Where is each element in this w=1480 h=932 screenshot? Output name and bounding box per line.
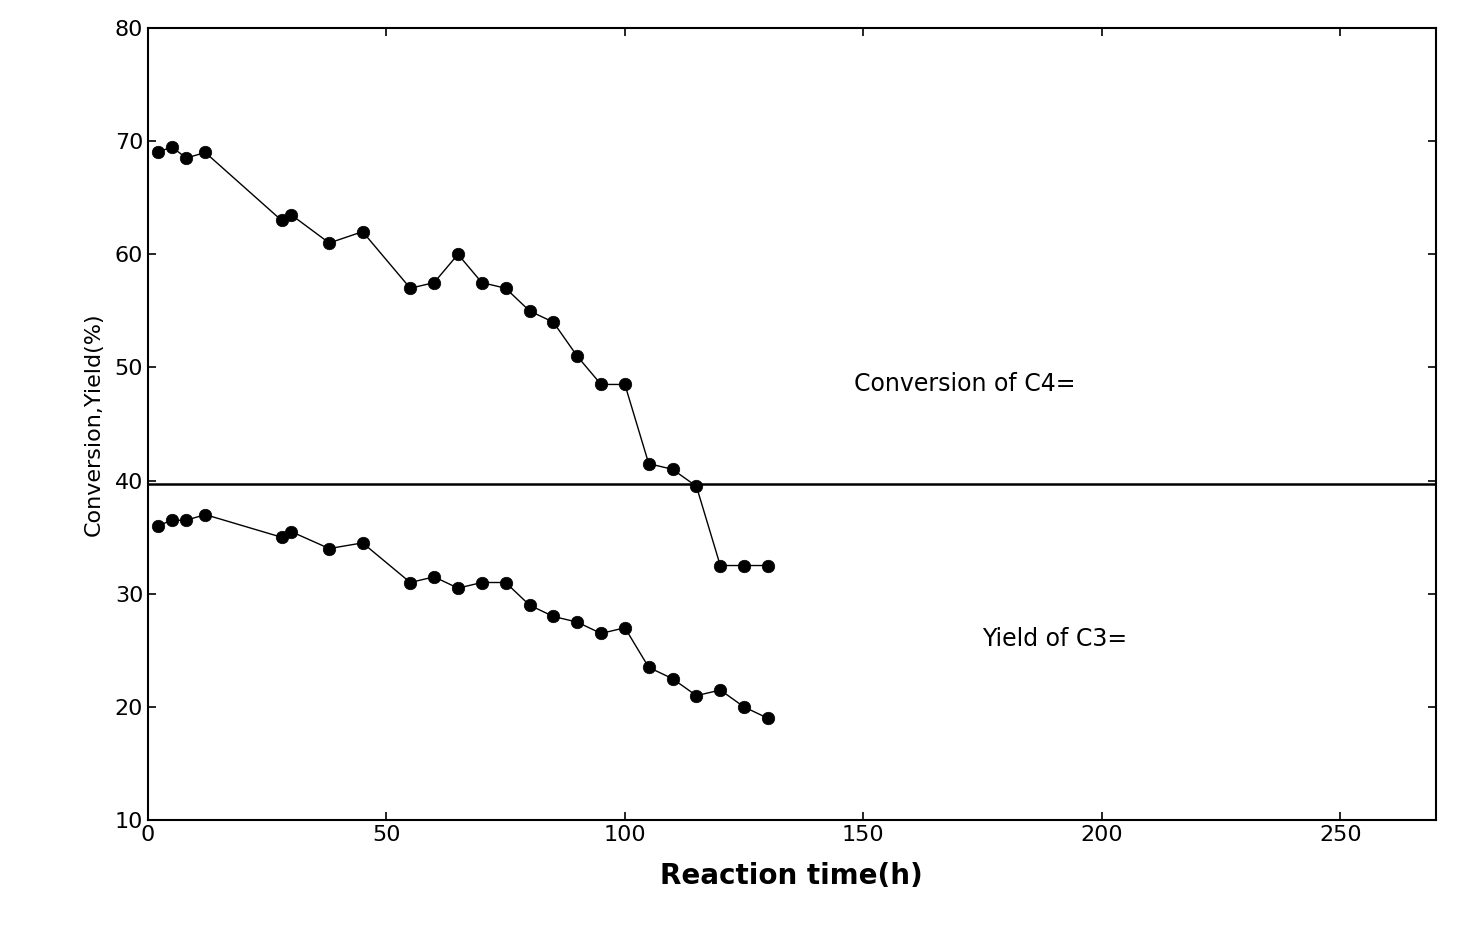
Text: Yield of C3=: Yield of C3= (983, 627, 1128, 651)
X-axis label: Reaction time(h): Reaction time(h) (660, 862, 924, 890)
Text: Conversion of C4=: Conversion of C4= (854, 373, 1076, 396)
Y-axis label: Conversion,Yield(%): Conversion,Yield(%) (83, 312, 104, 536)
